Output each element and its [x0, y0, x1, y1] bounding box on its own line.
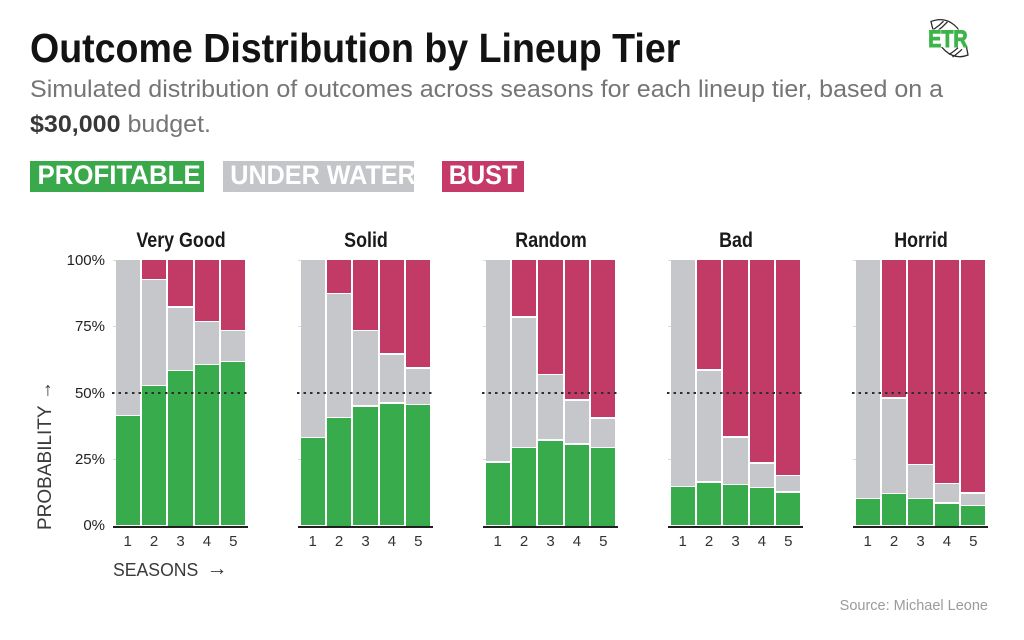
svg-text:ETR: ETR: [928, 25, 967, 52]
